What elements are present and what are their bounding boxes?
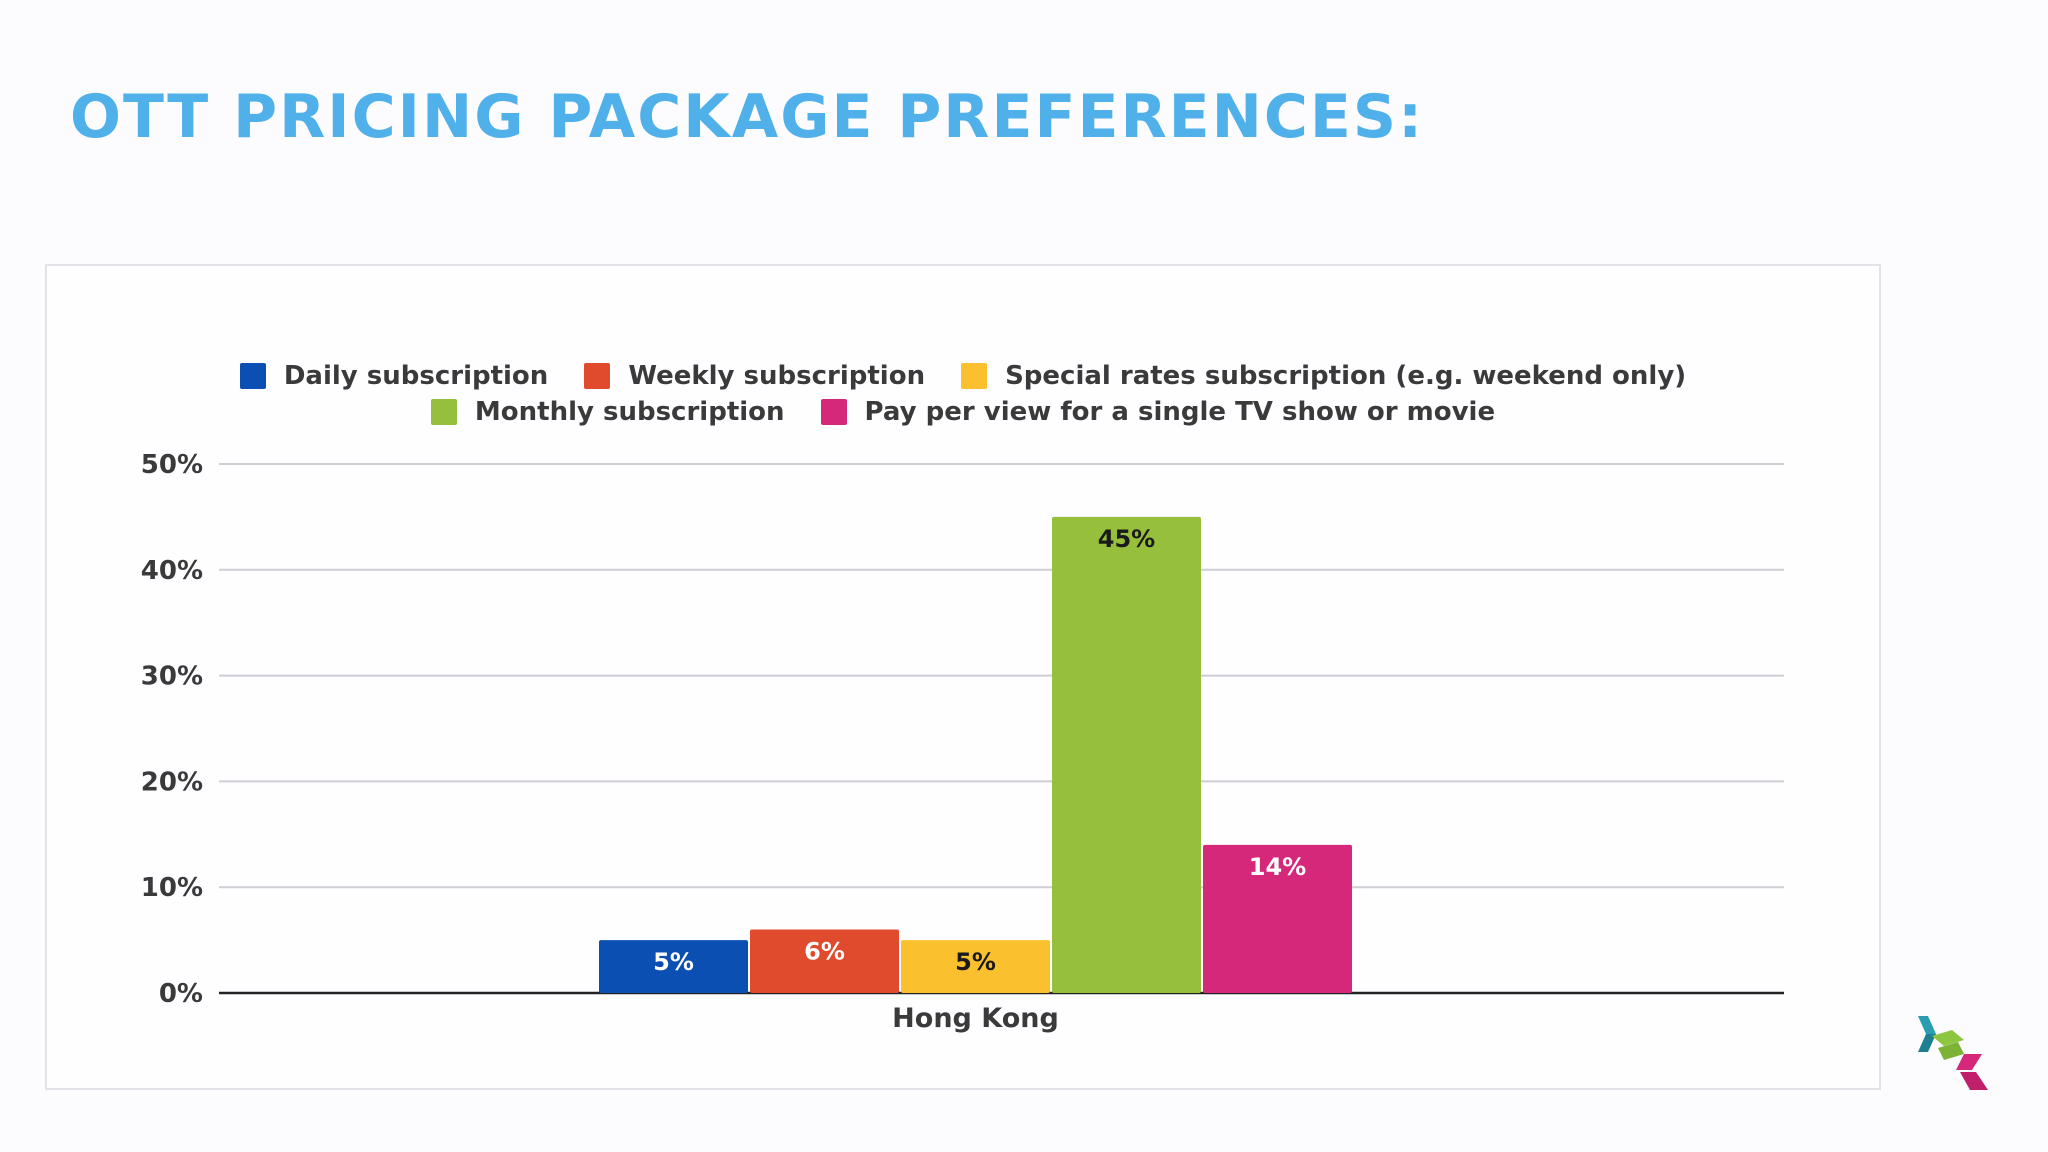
- legend-swatch-weekly: [584, 363, 611, 389]
- legend-swatch-payperview: [820, 399, 847, 425]
- y-tick-label: 20%: [141, 767, 203, 797]
- legend-row-2: Monthly subscription Pay per view for a …: [47, 394, 1879, 430]
- legend-label-special: Special rates subscription (e.g. weekend…: [1005, 361, 1687, 391]
- slide-title: OTT PRICING PACKAGE PREFERENCES:: [70, 82, 1425, 152]
- bar: [1052, 516, 1201, 993]
- legend-swatch-daily: [239, 363, 266, 389]
- legend-swatch-monthly: [430, 399, 457, 425]
- y-tick-label: 40%: [141, 556, 203, 586]
- data-label: 5%: [955, 948, 996, 976]
- company-logo-icon: [1918, 1016, 1988, 1090]
- data-label: 6%: [804, 938, 845, 966]
- legend-item-weekly: Weekly subscription: [584, 361, 925, 391]
- chart-container: Daily subscription Weekly subscription S…: [45, 264, 1881, 1090]
- legend-label-monthly: Monthly subscription: [474, 397, 785, 427]
- legend-label-payperview: Pay per view for a single TV show or mov…: [864, 397, 1496, 427]
- bar: [599, 940, 748, 993]
- bar: [901, 940, 1050, 993]
- bar: [750, 929, 899, 993]
- legend-label-weekly: Weekly subscription: [628, 361, 926, 391]
- x-tick-label: Hong Kong: [892, 1003, 1059, 1034]
- legend-item-monthly: Monthly subscription: [430, 397, 785, 427]
- y-tick-label: 0%: [159, 979, 203, 1009]
- data-label: 14%: [1249, 853, 1306, 881]
- legend-item-payperview: Pay per view for a single TV show or mov…: [820, 397, 1496, 427]
- y-tick-label: 50%: [141, 450, 203, 480]
- bar-chart: 0% 10% 20% 30% 40% 50% 5% 6% 5% 45% 14% Hong Kong: [141, 450, 1784, 1034]
- y-tick-label: 30%: [141, 662, 203, 692]
- chart-legend: Daily subscription Weekly subscription S…: [47, 358, 1879, 430]
- legend-item-special: Special rates subscription (e.g. weekend…: [961, 361, 1686, 391]
- data-label: 45%: [1098, 525, 1155, 553]
- legend-row-1: Daily subscription Weekly subscription S…: [47, 358, 1879, 394]
- legend-swatch-special: [961, 363, 988, 389]
- bar: [1203, 844, 1352, 993]
- data-label: 5%: [653, 948, 694, 976]
- legend-item-daily: Daily subscription: [239, 361, 549, 391]
- y-tick-label: 10%: [141, 873, 203, 903]
- legend-label-daily: Daily subscription: [283, 361, 549, 391]
